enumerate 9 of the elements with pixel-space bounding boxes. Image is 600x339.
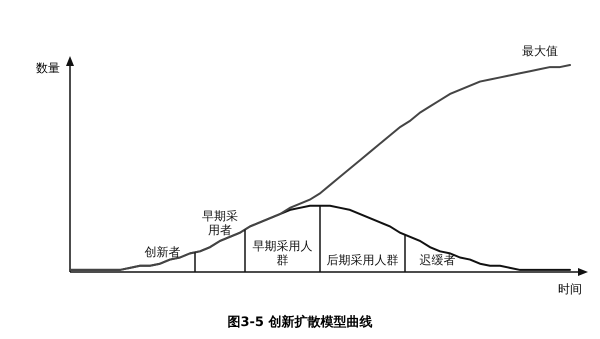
y-axis-title: 数量	[36, 61, 60, 75]
annotation: 后期采用人群	[326, 253, 400, 267]
x-axis-title: 时间	[558, 282, 582, 296]
annotation: 迟缓者	[418, 253, 456, 267]
text: 图3-5 创新扩散模型曲线	[227, 314, 373, 330]
annotation: 早期采用者	[201, 208, 239, 237]
annotation: 早期采用人群	[252, 239, 314, 267]
annotation: 创新者	[144, 244, 182, 259]
text: 最大值	[522, 44, 558, 58]
